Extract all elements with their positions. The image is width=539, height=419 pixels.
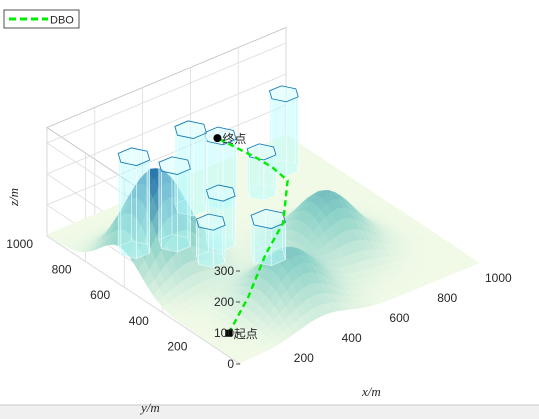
- obstacle-top: [174, 120, 207, 139]
- obstacle-body: [158, 156, 191, 252]
- legend-box: [3, 9, 80, 29]
- y-tick-label: 400: [129, 314, 149, 328]
- z-tick-label: 0: [227, 357, 234, 371]
- obstacle-side: [295, 88, 299, 172]
- obstacle-top: [195, 213, 226, 231]
- obstacle-cylinder: [268, 85, 299, 177]
- z-tick-label: 100: [214, 326, 234, 340]
- start-marker: [225, 329, 233, 337]
- surface-patch: [234, 356, 247, 364]
- path-layer: 起点 终点: [213, 131, 289, 341]
- axis-ticks: 0 100 200 300 200 400 600 800 1000 200 400 600 800 10…: [6, 237, 512, 371]
- x-tick-label: 200: [294, 351, 314, 365]
- x-axis-label: x/m: [361, 384, 381, 399]
- x-tick-label: 600: [389, 311, 409, 325]
- legend-label-dbo: DBO: [50, 15, 74, 27]
- y-axis-label: y/m: [139, 400, 160, 415]
- x-tick-label: 1000: [485, 271, 512, 285]
- obstacle-body: [251, 209, 286, 266]
- obstacle-cylinder: [246, 143, 277, 201]
- obstacle-cylinder: [250, 208, 287, 267]
- obstacle-side: [198, 226, 214, 268]
- obstacle-side: [120, 161, 137, 259]
- obstacle-body: [174, 120, 207, 216]
- z-axis-label: z/m: [6, 188, 21, 207]
- obstacle-top: [250, 208, 287, 230]
- obstacle-body: [206, 185, 236, 251]
- end-label: 终点: [222, 131, 246, 146]
- y-tick-label: 200: [167, 339, 187, 353]
- obstacle-side: [158, 162, 162, 249]
- obstacle-cylinder: [117, 147, 151, 260]
- y-tick-label: 800: [52, 263, 72, 277]
- obstacle-side: [161, 170, 178, 253]
- obstacle-cylinder: [158, 156, 191, 253]
- obstacle-top: [246, 143, 277, 161]
- obstacle-side: [146, 151, 150, 254]
- obstacle-body: [118, 147, 150, 259]
- obstacle-side: [187, 160, 191, 247]
- obstacle-top: [205, 184, 236, 202]
- obstacle-side: [203, 124, 207, 211]
- obstacle-side: [249, 156, 265, 201]
- z-tick-label: 300: [214, 264, 234, 278]
- legend[interactable]: DBO: [3, 9, 80, 29]
- dbo-path-line: [216, 137, 289, 334]
- y-tick-label: 1000: [6, 237, 33, 251]
- obstacle-body: [196, 214, 226, 268]
- obstacle-top: [158, 156, 191, 175]
- y-tick-label: 600: [90, 288, 110, 302]
- obstacle-body: [269, 85, 299, 177]
- start-label: 起点: [234, 327, 258, 341]
- obstacle-top: [268, 85, 299, 103]
- end-marker: [213, 134, 222, 143]
- obstacle-cylinder: [205, 184, 236, 252]
- obstacle-cylinder: [174, 120, 207, 217]
- obstacle-side: [117, 153, 122, 256]
- x-tick-label: 800: [437, 291, 457, 305]
- z-tick-label: 200: [214, 295, 234, 309]
- x-tick-label: 400: [342, 331, 362, 345]
- obstacle-top: [117, 147, 151, 167]
- obstacle-cylinders: [117, 85, 299, 268]
- obstacle-cylinder: [195, 213, 226, 268]
